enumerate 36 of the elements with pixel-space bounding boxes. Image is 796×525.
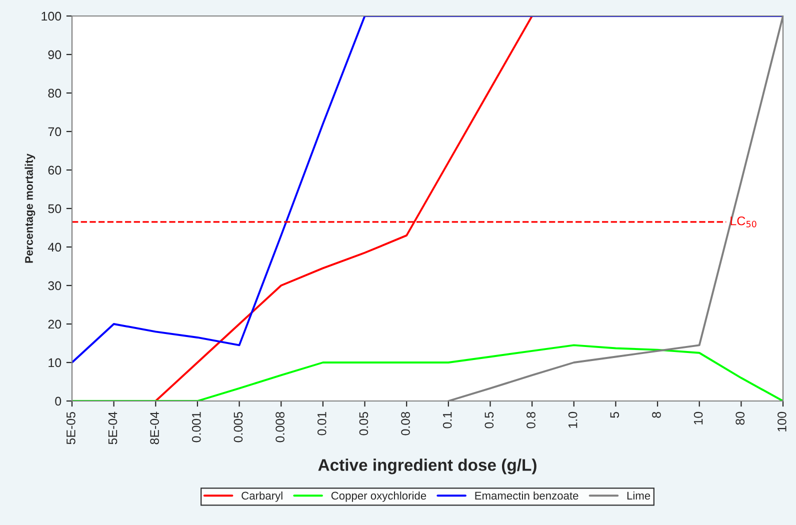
x-tick-label: 8E-04 — [150, 412, 160, 444]
x-tick-label: 10 — [694, 412, 703, 424]
x-tick-label: 0.5 — [484, 412, 494, 428]
y-tick-label: 80 — [48, 88, 62, 98]
y-tick-label: 10 — [48, 358, 62, 368]
x-tick-label: 5E-05 — [66, 412, 76, 444]
x-tick-label: 0.1 — [442, 412, 452, 428]
x-tick-label: 0.8 — [526, 412, 536, 428]
x-tick-label: 0.008 — [276, 412, 284, 442]
y-tick-label: 100 — [42, 12, 62, 21]
y-tick-label: 0 — [55, 396, 62, 406]
x-tick-label: 0.005 — [234, 412, 243, 442]
y-tick-label: 90 — [48, 50, 62, 60]
x-tick-label: 1.0 — [568, 412, 578, 428]
x-tick-label: 8 — [652, 412, 661, 418]
y-tick-label: 30 — [48, 281, 62, 290]
x-tick-label: 0.001 — [192, 412, 201, 442]
x-axis-title: Active ingredient dose (g/L) — [318, 458, 536, 474]
y-tick-label: 20 — [48, 320, 62, 329]
x-tick-label: 5E-04 — [108, 412, 118, 444]
y-tick-label: 60 — [48, 166, 62, 175]
y-tick-label: 50 — [48, 204, 62, 214]
x-tick-label: 80 — [736, 412, 745, 425]
legend-label: Emamectin benzoate — [475, 491, 578, 500]
x-tick-label: 0.01 — [317, 412, 326, 436]
x-tick-label: 0.08 — [401, 412, 410, 436]
legend-label: Lime — [627, 491, 650, 500]
y-axis-title: Percentage mortality — [24, 154, 36, 263]
legend-label: Copper oxychloride — [331, 491, 426, 502]
y-tick-label: 70 — [48, 127, 62, 136]
x-tick-label: 5 — [610, 412, 620, 418]
x-tick-label: 100 — [778, 412, 786, 432]
legend-label: Carbaryl — [242, 491, 282, 502]
ref-line-label: LC$_{50}$ — [730, 216, 756, 228]
x-tick-label: 0.05 — [359, 412, 368, 436]
y-tick-label: 40 — [48, 242, 62, 252]
